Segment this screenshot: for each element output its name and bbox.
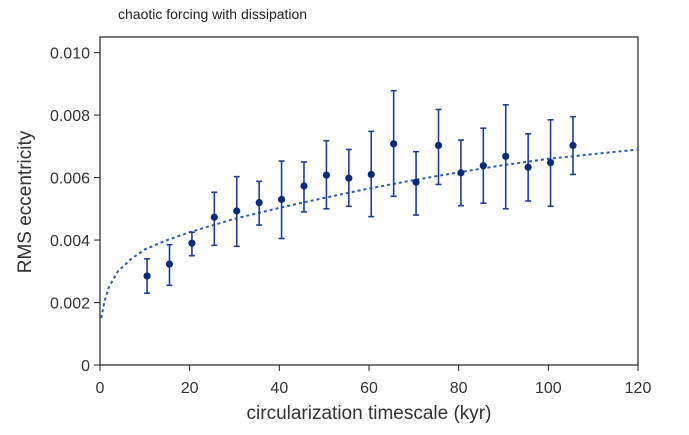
- data-point: [434, 141, 443, 149]
- data-point: [390, 140, 398, 148]
- data-point: [165, 260, 174, 268]
- y-tick-label: 0: [81, 358, 90, 375]
- y-axis-label: RMS eccentricity: [15, 130, 36, 273]
- data-point: [300, 182, 308, 190]
- x-tick-label: 60: [360, 380, 378, 397]
- x-axis-ticks: 0 20 40 60 80 100 120: [96, 365, 652, 397]
- data-point: [143, 272, 151, 280]
- data-point: [412, 178, 420, 186]
- data-point: [255, 198, 263, 207]
- data-point: [502, 152, 510, 160]
- x-tick-label: 120: [625, 380, 652, 397]
- data-point: [546, 158, 555, 167]
- data-point: [188, 239, 196, 247]
- data-point: [524, 163, 532, 171]
- chart-title: chaotic forcing with dissipation: [118, 6, 307, 22]
- y-tick-label: 0.006: [50, 171, 90, 188]
- x-tick-label: 20: [181, 380, 199, 397]
- y-axis-ticks: 0 0.002 0.004 0.006 0.008 0.010: [50, 46, 100, 375]
- data-points: [143, 140, 577, 280]
- data-point: [569, 141, 577, 149]
- data-point: [367, 170, 375, 179]
- error-bars: [144, 89, 576, 294]
- data-point: [277, 195, 286, 204]
- data-point: [322, 171, 331, 179]
- plot-frame: [99, 36, 639, 366]
- data-point: [479, 162, 487, 170]
- data-point: [345, 174, 353, 182]
- y-tick-label: 0.008: [50, 108, 90, 125]
- data-point: [210, 213, 218, 221]
- y-tick-label: 0.010: [50, 46, 90, 63]
- x-axis-label: circularization timescale (kyr): [247, 403, 492, 424]
- x-tick-label: 40: [270, 380, 288, 397]
- data-point: [457, 169, 465, 177]
- y-tick-label: 0.004: [50, 233, 90, 250]
- y-tick-label: 0.002: [50, 296, 90, 313]
- x-tick-label: 0: [96, 380, 105, 397]
- data-point: [233, 207, 241, 215]
- x-tick-label: 100: [535, 380, 562, 397]
- x-tick-label: 80: [450, 380, 468, 397]
